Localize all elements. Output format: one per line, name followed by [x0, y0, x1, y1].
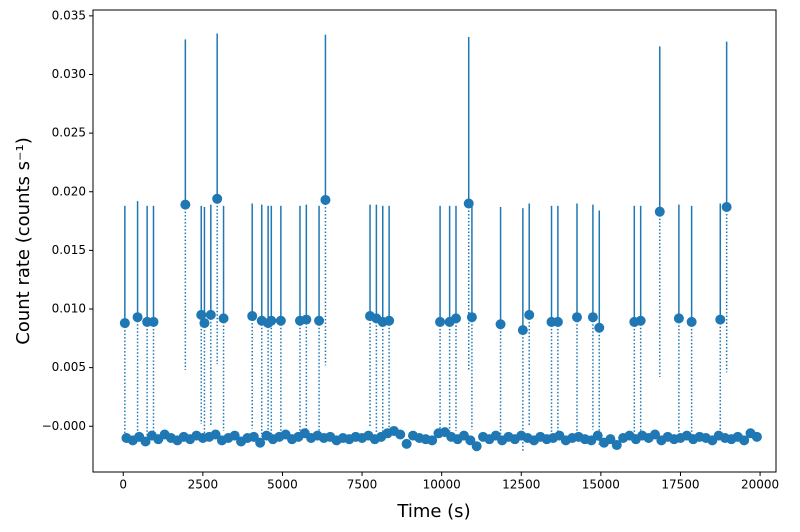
data-point [751, 431, 762, 442]
x-axis-label: Time (s) [396, 501, 470, 522]
data-point [266, 315, 277, 326]
data-point [148, 316, 159, 327]
data-point [524, 309, 535, 320]
data-point [199, 318, 210, 329]
data-point [495, 319, 506, 330]
data-point [247, 311, 258, 322]
y-tick-label: −0.000 [42, 419, 86, 433]
data-point [248, 431, 259, 442]
data-point [715, 314, 726, 325]
data-point [466, 312, 477, 323]
data-point [611, 440, 622, 451]
plot-frame [92, 9, 777, 473]
data-point [212, 193, 223, 204]
data-point [471, 441, 482, 452]
data-point [395, 429, 406, 440]
data-point [435, 316, 446, 327]
y-tick-label: 0.015 [52, 243, 86, 257]
y-tick-label: 0.010 [52, 302, 86, 316]
data-point [450, 313, 461, 324]
data-point [320, 194, 331, 205]
data-point [650, 429, 661, 440]
y-axis-label: Count rate (counts s⁻¹) [13, 137, 34, 344]
data-point [180, 199, 191, 210]
data-point [463, 198, 474, 209]
data-point [739, 435, 750, 446]
y-tick-label: 0.030 [52, 67, 86, 81]
data-point [140, 436, 151, 447]
data-point [210, 429, 221, 440]
x-tick-label: 20000 [741, 478, 779, 492]
x-tick-label: 15000 [582, 478, 620, 492]
data-point [205, 309, 216, 320]
x-tick-label: 0 [119, 478, 127, 492]
data-point [673, 313, 684, 324]
x-tick-label: 5000 [267, 478, 298, 492]
data-point [517, 325, 528, 336]
data-point [384, 315, 395, 326]
x-tick-label: 7500 [347, 478, 378, 492]
y-tick-label: 0.020 [52, 184, 86, 198]
x-tick-label: 2500 [188, 478, 219, 492]
x-tick-label: 12500 [502, 478, 540, 492]
data-point [132, 312, 143, 323]
data-point [592, 430, 603, 441]
data-point [255, 437, 266, 448]
y-tick-label: 0.035 [52, 8, 86, 22]
data-point [275, 315, 286, 326]
data-point [571, 312, 582, 323]
data-point [314, 315, 325, 326]
data-point [427, 435, 438, 446]
data-point [218, 313, 229, 324]
data-point [635, 315, 646, 326]
data-point [119, 318, 130, 329]
data-point [301, 314, 312, 325]
data-point [465, 435, 476, 446]
data-point [229, 430, 240, 441]
data-point [587, 312, 598, 323]
x-tick-label: 10000 [423, 478, 461, 492]
data-point [605, 434, 616, 445]
data-point [686, 316, 697, 327]
data-point [401, 438, 412, 449]
data-point [654, 206, 665, 217]
y-tick-label: 0.005 [52, 360, 86, 374]
data-point [196, 309, 207, 320]
x-tick-label: 17500 [661, 478, 699, 492]
data-point [594, 322, 605, 333]
y-tick-label: 0.025 [52, 126, 86, 140]
data-point [721, 201, 732, 212]
data-point [552, 316, 563, 327]
